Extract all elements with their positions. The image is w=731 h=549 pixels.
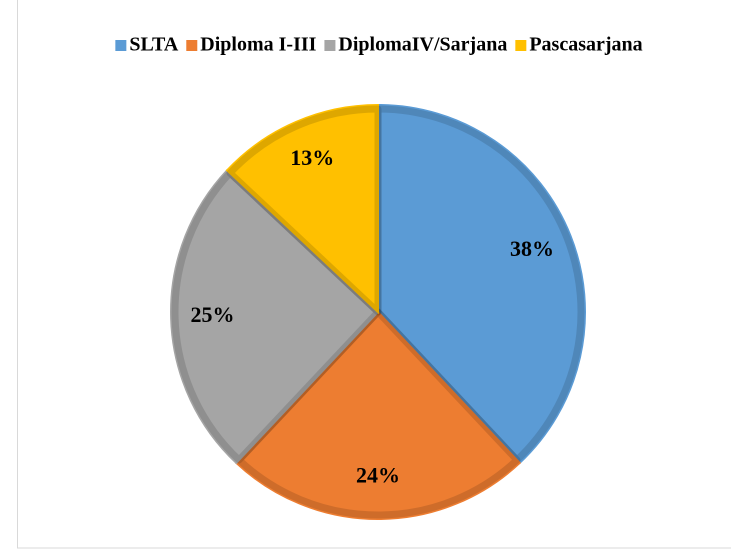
slice-edge: [171, 169, 382, 464]
legend-label: SLTA: [129, 34, 178, 56]
legend-swatch: [186, 40, 198, 51]
pie-slice: [234, 310, 522, 520]
legend-label: DiplomaIV/Sarjana: [338, 34, 507, 56]
legend-swatch: [115, 40, 127, 51]
slice-edge: [226, 105, 382, 316]
slice-edge: [374, 105, 585, 464]
legend-label: Pascasarjana: [529, 34, 642, 56]
data-label: 24%: [356, 463, 400, 488]
slice-edge: [235, 308, 521, 519]
pie-slice: [377, 103, 586, 465]
data-label: 25%: [190, 302, 234, 327]
legend-swatch: [324, 40, 336, 51]
legend-label: Diploma I-III: [200, 34, 316, 56]
pie-slice: [225, 103, 379, 315]
data-label: 13%: [290, 145, 334, 170]
legend-swatch: [515, 40, 527, 51]
pie-slice: [170, 168, 380, 465]
data-label: 38%: [510, 236, 554, 261]
